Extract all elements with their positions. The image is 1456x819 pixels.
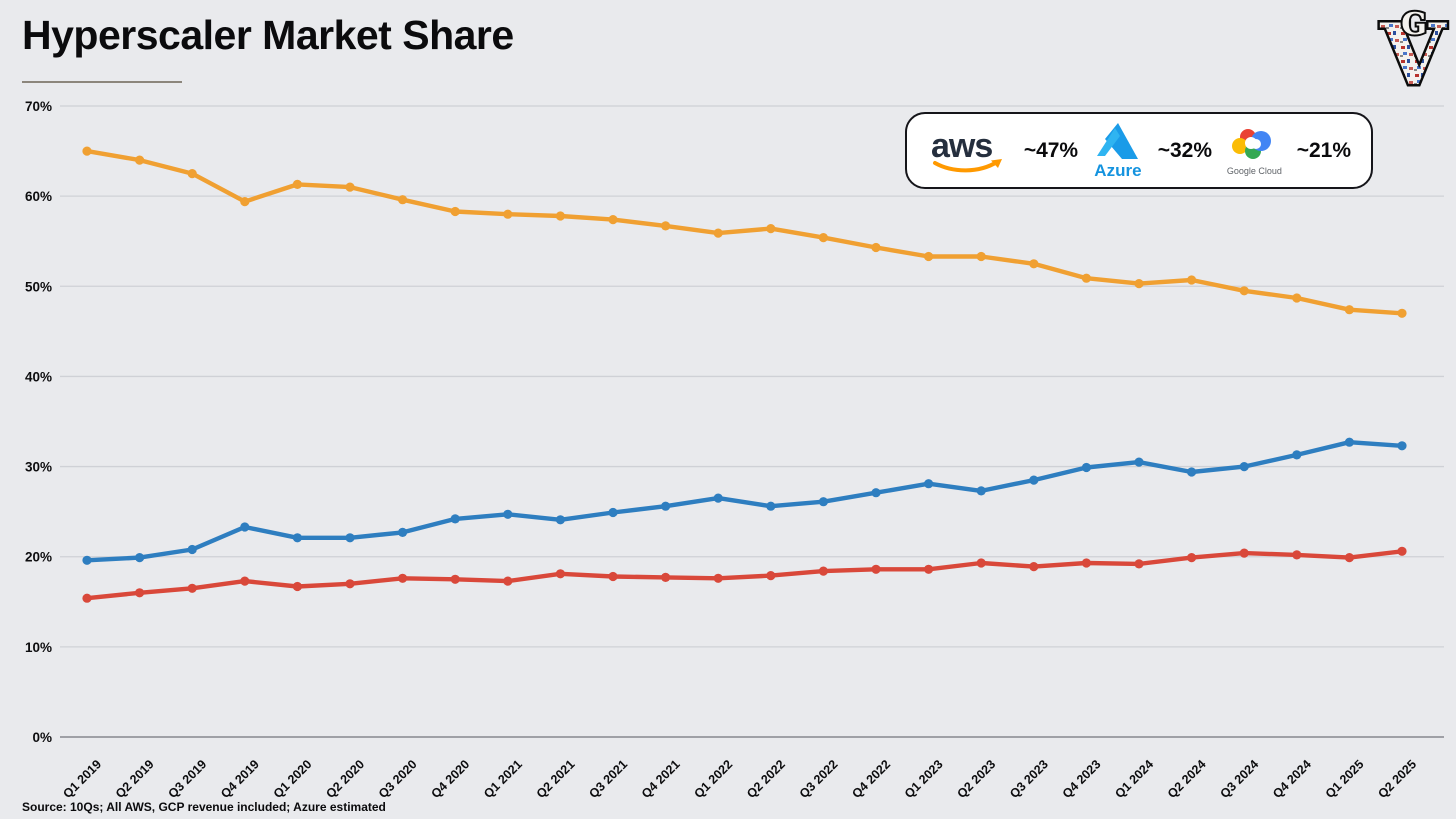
svg-text:Q1 2019: Q1 2019 [60, 757, 104, 801]
svg-text:Q2 2024: Q2 2024 [1165, 757, 1209, 801]
svg-text:Q4 2022: Q4 2022 [849, 757, 893, 801]
svg-text:Q1 2020: Q1 2020 [271, 757, 315, 801]
svg-text:Q3 2023: Q3 2023 [1007, 757, 1051, 801]
page-title: Hyperscaler Market Share [22, 12, 514, 58]
svg-text:Q3 2020: Q3 2020 [376, 757, 420, 801]
svg-text:40%: 40% [25, 369, 52, 384]
svg-text:10%: 10% [25, 640, 52, 655]
aws-logo-text: aws [931, 127, 992, 165]
svg-text:70%: 70% [25, 99, 52, 114]
svg-text:Q2 2023: Q2 2023 [955, 757, 999, 801]
google-share-value: ~21% [1296, 138, 1351, 162]
svg-text:Q3 2024: Q3 2024 [1218, 757, 1262, 801]
chart-legend: aws ~47% Azure ~32% Google Cloud [905, 112, 1373, 189]
svg-text:0%: 0% [32, 730, 52, 745]
svg-text:Q2 2020: Q2 2020 [323, 757, 367, 801]
svg-text:Q3 2019: Q3 2019 [166, 757, 210, 801]
google-cloud-logo-icon: Google Cloud [1227, 126, 1282, 176]
aws-share-value: ~47% [1023, 138, 1079, 162]
svg-text:60%: 60% [25, 189, 52, 204]
svg-text:Q1 2021: Q1 2021 [481, 757, 525, 801]
title-underline [22, 81, 182, 83]
site-logo-icon: V G [1377, 3, 1450, 93]
svg-text:Q2 2021: Q2 2021 [534, 757, 578, 801]
svg-text:Q4 2021: Q4 2021 [639, 757, 683, 801]
azure-logo-text: Azure [1094, 161, 1142, 180]
svg-text:Q2 2025: Q2 2025 [1375, 757, 1419, 801]
svg-text:Q4 2019: Q4 2019 [218, 757, 262, 801]
google-cloud-logo-text: Google Cloud [1226, 165, 1282, 176]
svg-text:50%: 50% [25, 279, 52, 294]
svg-text:Q4 2024: Q4 2024 [1270, 757, 1314, 801]
svg-text:Q1 2022: Q1 2022 [692, 757, 736, 801]
site-logo-letter-g: G [1401, 7, 1427, 42]
svg-text:Q2 2019: Q2 2019 [113, 757, 157, 801]
svg-text:Q1 2024: Q1 2024 [1112, 757, 1156, 801]
site-logo-letter-v: V [1379, 5, 1447, 92]
aws-logo-icon: aws [927, 127, 1009, 175]
svg-text:Q1 2025: Q1 2025 [1323, 757, 1367, 801]
svg-text:20%: 20% [25, 550, 52, 565]
azure-logo-icon: Azure [1093, 122, 1143, 179]
azure-share-value: ~32% [1157, 138, 1213, 162]
svg-text:30%: 30% [25, 460, 52, 475]
source-note: Source: 10Qs; All AWS, GCP revenue inclu… [22, 800, 386, 814]
svg-text:Q3 2021: Q3 2021 [586, 757, 630, 801]
svg-text:Q2 2022: Q2 2022 [744, 757, 788, 801]
svg-text:Q1 2023: Q1 2023 [902, 757, 946, 801]
svg-text:Q4 2023: Q4 2023 [1060, 757, 1104, 801]
svg-text:Q4 2020: Q4 2020 [429, 757, 473, 801]
svg-text:Q3 2022: Q3 2022 [797, 757, 841, 801]
